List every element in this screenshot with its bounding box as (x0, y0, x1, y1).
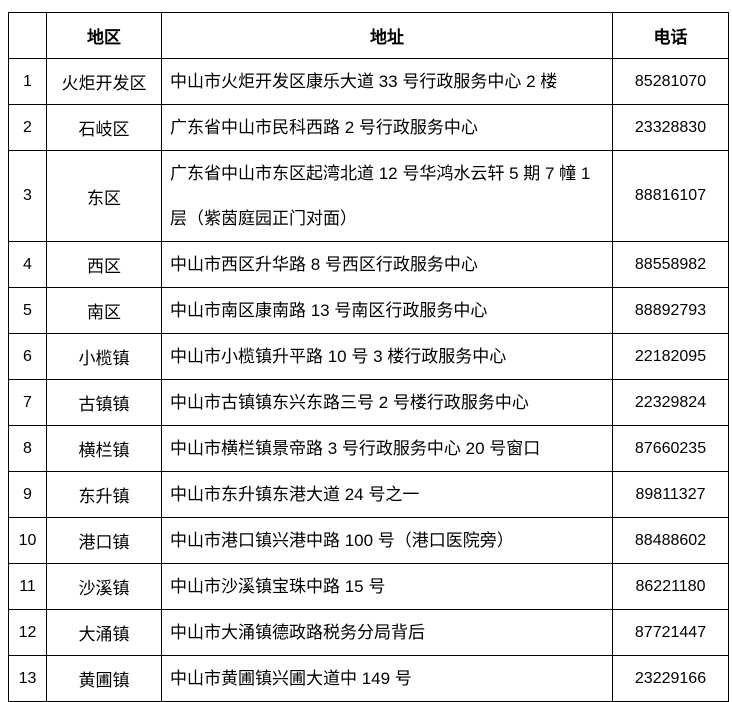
row-phone: 23229166 (612, 655, 729, 702)
header-address: 地址 (161, 12, 613, 59)
row-region: 港口镇 (46, 517, 162, 564)
row-address: 中山市小榄镇升平路 10 号 3 楼行政服务中心 (161, 333, 613, 380)
row-phone: 22329824 (612, 379, 729, 426)
row-region: 南区 (46, 287, 162, 334)
row-index: 10 (8, 517, 47, 564)
row-phone: 87721447 (612, 609, 729, 656)
row-address: 中山市横栏镇景帝路 3 号行政服务中心 20 号窗口 (161, 425, 613, 472)
row-address: 中山市大涌镇德政路税务分局背后 (161, 609, 613, 656)
row-address: 广东省中山市民科西路 2 号行政服务中心 (161, 104, 613, 151)
row-region: 火炬开发区 (46, 58, 162, 105)
row-region: 东升镇 (46, 471, 162, 518)
row-index: 5 (8, 287, 47, 334)
row-phone: 88816107 (612, 150, 729, 242)
row-region: 大涌镇 (46, 609, 162, 656)
row-index: 7 (8, 379, 47, 426)
row-address: 广东省中山市东区起湾北道 12 号华鸿水云轩 5 期 7 幢 1 层（紫茵庭园正… (161, 150, 613, 242)
row-region: 沙溪镇 (46, 563, 162, 610)
table-row: 5 南区 中山市南区康南路 13 号南区行政服务中心 88892793 (8, 287, 729, 334)
row-address: 中山市南区康南路 13 号南区行政服务中心 (161, 287, 613, 334)
row-index: 9 (8, 471, 47, 518)
row-index: 13 (8, 655, 47, 702)
row-phone: 86221180 (612, 563, 729, 610)
row-phone: 89811327 (612, 471, 729, 518)
row-index: 1 (8, 58, 47, 105)
row-phone: 88488602 (612, 517, 729, 564)
table-row: 11 沙溪镇 中山市沙溪镇宝珠中路 15 号 86221180 (8, 563, 729, 610)
row-index: 4 (8, 241, 47, 288)
row-address: 中山市火炬开发区康乐大道 33 号行政服务中心 2 楼 (161, 58, 613, 105)
row-phone: 85281070 (612, 58, 729, 105)
row-address: 中山市古镇镇东兴东路三号 2 号楼行政服务中心 (161, 379, 613, 426)
row-region: 东区 (46, 150, 162, 242)
table-row: 9 东升镇 中山市东升镇东港大道 24 号之一 89811327 (8, 471, 729, 518)
row-region: 西区 (46, 241, 162, 288)
row-index: 2 (8, 104, 47, 151)
table-row: 13 黄圃镇 中山市黄圃镇兴圃大道中 149 号 23229166 (8, 655, 729, 702)
row-phone: 88892793 (612, 287, 729, 334)
table-row: 1 火炬开发区 中山市火炬开发区康乐大道 33 号行政服务中心 2 楼 8528107… (8, 58, 729, 105)
table-row: 10 港口镇 中山市港口镇兴港中路 100 号（港口医院旁） 88488602 (8, 517, 729, 564)
row-address: 中山市沙溪镇宝珠中路 15 号 (161, 563, 613, 610)
row-phone: 23328830 (612, 104, 729, 151)
table-row: 2 石岐区 广东省中山市民科西路 2 号行政服务中心 23328830 (8, 104, 729, 151)
row-address: 中山市东升镇东港大道 24 号之一 (161, 471, 613, 518)
row-phone: 87660235 (612, 425, 729, 472)
row-index: 11 (8, 563, 47, 610)
table-row: 4 西区 中山市西区升华路 8 号西区行政服务中心 88558982 (8, 241, 729, 288)
table-row: 6 小榄镇 中山市小榄镇升平路 10 号 3 楼行政服务中心 22182095 (8, 333, 729, 380)
row-address: 中山市西区升华路 8 号西区行政服务中心 (161, 241, 613, 288)
header-row: 地区 地址 电话 (8, 12, 729, 59)
row-region: 古镇镇 (46, 379, 162, 426)
row-region: 小榄镇 (46, 333, 162, 380)
header-region: 地区 (46, 12, 162, 59)
row-index: 8 (8, 425, 47, 472)
row-index: 12 (8, 609, 47, 656)
header-phone: 电话 (612, 12, 729, 59)
row-address: 中山市黄圃镇兴圃大道中 149 号 (161, 655, 613, 702)
row-address: 中山市港口镇兴港中路 100 号（港口医院旁） (161, 517, 613, 564)
row-region: 石岐区 (46, 104, 162, 151)
office-table: 地区 地址 电话 1 火炬开发区 中山市火炬开发区康乐大道 33 号行政服务中心 2… (8, 12, 729, 702)
table-row: 7 古镇镇 中山市古镇镇东兴东路三号 2 号楼行政服务中心 22329824 (8, 379, 729, 426)
row-region: 黄圃镇 (46, 655, 162, 702)
table-row: 3 东区 广东省中山市东区起湾北道 12 号华鸿水云轩 5 期 7 幢 1 层（紫茵… (8, 150, 729, 242)
table-row: 8 横栏镇 中山市横栏镇景帝路 3 号行政服务中心 20 号窗口 87660235 (8, 425, 729, 472)
table-row: 12 大涌镇 中山市大涌镇德政路税务分局背后 87721447 (8, 609, 729, 656)
header-index (8, 12, 47, 59)
row-index: 6 (8, 333, 47, 380)
row-index: 3 (8, 150, 47, 242)
row-phone: 22182095 (612, 333, 729, 380)
row-region: 横栏镇 (46, 425, 162, 472)
row-phone: 88558982 (612, 241, 729, 288)
